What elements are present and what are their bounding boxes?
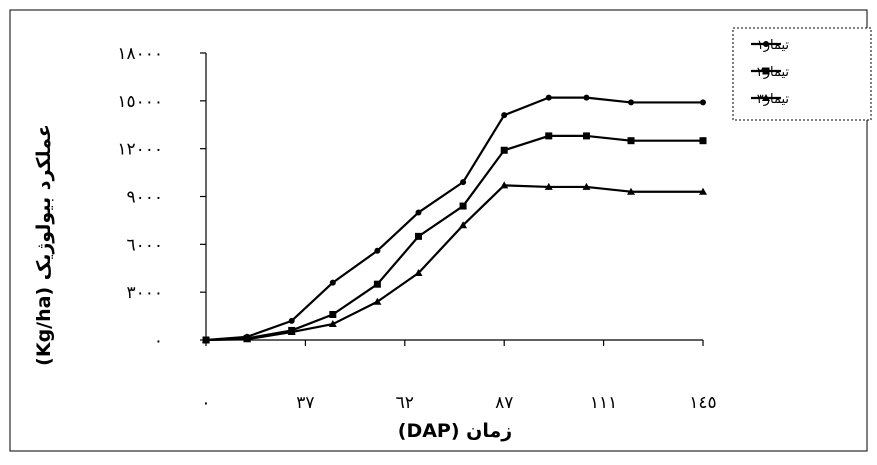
y-tick-label: ٠: [154, 331, 163, 351]
series-line-2: [205, 134, 703, 342]
data-point: [287, 328, 296, 336]
data-point: [500, 181, 509, 189]
data-point: [500, 146, 508, 154]
y-tick-label: ١٨٠٠٠: [117, 44, 163, 64]
data-point: [243, 335, 252, 343]
data-point: [582, 182, 591, 190]
data-point: [545, 94, 552, 101]
legend-swatch-marker: [762, 67, 770, 75]
data-point: [699, 187, 707, 195]
data-point: [700, 99, 706, 106]
legend-label: تیمار٢: [757, 65, 790, 80]
x-tick-label: ٣٧: [296, 393, 314, 413]
y-axis-title: عملکرد بیولوژیک (Kg/ha): [33, 124, 55, 366]
y-tick-label: ١٥٠٠٠: [117, 92, 163, 112]
data-point: [459, 202, 467, 210]
series-line-1: [205, 96, 703, 342]
chart-frame: [9, 9, 868, 452]
data-point: [415, 209, 422, 216]
data-point: [329, 310, 337, 318]
x-tick-label: ٠: [201, 393, 210, 413]
data-point: [628, 99, 635, 106]
y-tick-label: ٩٠٠٠: [126, 188, 163, 208]
legend-label: تیمار١: [757, 38, 790, 53]
data-point: [627, 187, 636, 195]
data-point: [627, 137, 635, 145]
data-point: [501, 112, 508, 119]
data-point: [414, 269, 423, 277]
data-point: [699, 137, 707, 145]
series-line-3: [205, 184, 703, 342]
y-tick-label: ١٢٠٠٠: [117, 140, 163, 160]
x-tick-label: ٦٢: [396, 393, 414, 413]
legend-swatch-marker: [762, 94, 770, 101]
y-tick-label: ٣٠٠٠: [126, 283, 163, 303]
x-axis-title: زمان (DAP): [398, 420, 512, 442]
data-point: [288, 317, 295, 324]
legend-box: [732, 27, 872, 121]
legend-label: تیمار٣: [757, 92, 790, 107]
data-point: [202, 336, 210, 343]
data-point: [329, 279, 336, 286]
x-tick-label: ١١١: [590, 393, 617, 413]
data-point: [582, 132, 590, 140]
data-point: [373, 280, 381, 288]
data-point: [374, 247, 381, 254]
data-point: [460, 179, 467, 186]
data-point: [415, 232, 423, 240]
data-point: [545, 132, 553, 140]
data-point: [328, 320, 337, 328]
data-point: [373, 297, 382, 305]
y-tick-label: ٦٠٠٠: [126, 235, 163, 255]
data-point: [583, 94, 590, 101]
legend-swatch-marker: [763, 41, 769, 47]
data-point: [544, 182, 553, 190]
data-point: [459, 221, 468, 229]
x-tick-label: ٨٧: [495, 393, 513, 413]
x-tick-label: ١٤٥: [689, 393, 716, 413]
